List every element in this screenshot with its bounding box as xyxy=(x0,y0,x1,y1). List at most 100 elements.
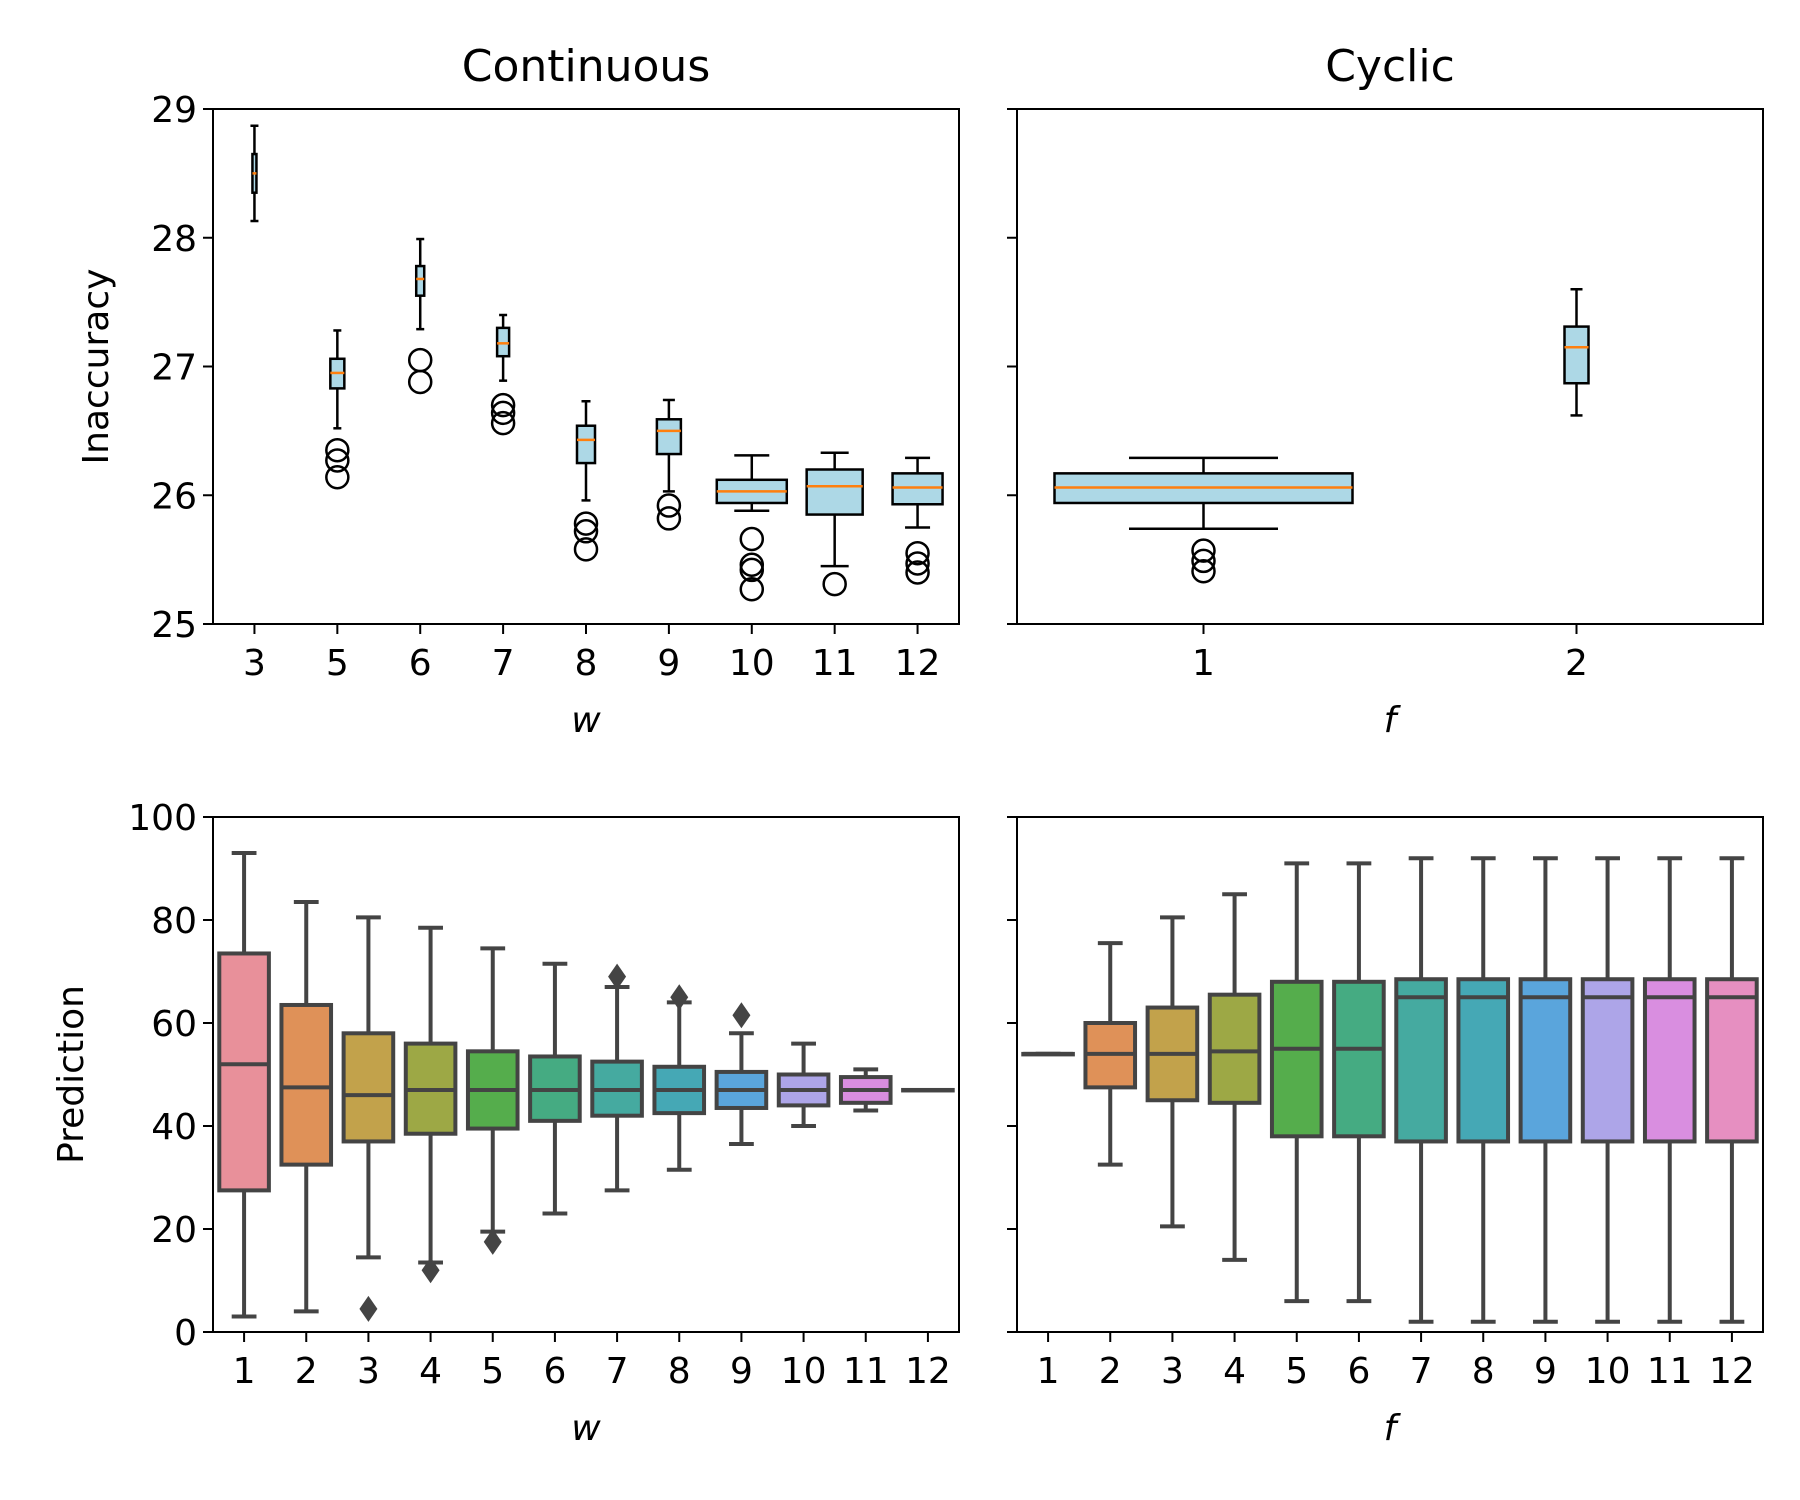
flier-point xyxy=(573,519,599,544)
box-body xyxy=(1705,977,1759,1144)
flier-point xyxy=(325,437,350,463)
x-tick-label: 4 xyxy=(419,1351,442,1392)
y-tick-label: 0 xyxy=(174,1313,197,1354)
x-tick-label: 11 xyxy=(843,1351,889,1392)
box-10 xyxy=(1580,856,1635,1324)
x-tick-label: 8 xyxy=(1472,1351,1495,1392)
x-axis-label: w xyxy=(571,700,601,741)
box-body xyxy=(891,472,944,506)
x-axis-label: w xyxy=(571,1408,601,1449)
box-1 xyxy=(1053,456,1354,584)
x-tick-label: 8 xyxy=(575,643,598,684)
box-body xyxy=(341,1031,396,1144)
flier-point xyxy=(905,551,930,576)
flier-point xyxy=(573,511,599,536)
x-tick-label: 1 xyxy=(233,1351,256,1392)
box-4 xyxy=(403,925,458,1284)
box-10 xyxy=(776,1041,831,1128)
y-tick-label: 80 xyxy=(151,901,197,942)
box-5 xyxy=(1269,861,1324,1304)
x-axis-label: f xyxy=(1384,1408,1402,1449)
box-9 xyxy=(1518,856,1573,1324)
panel-top-right: 1 2 Cyclic f xyxy=(1007,41,1764,741)
box-6 xyxy=(407,237,433,395)
flier-point xyxy=(490,392,516,418)
x-tick-label: 5 xyxy=(326,643,349,684)
flier-point xyxy=(421,1257,440,1284)
box-body xyxy=(217,951,271,1193)
box-1 xyxy=(1021,1051,1075,1057)
box-8 xyxy=(652,984,707,1172)
box-body xyxy=(1332,979,1386,1139)
box-body xyxy=(1580,977,1635,1144)
box-5 xyxy=(325,329,350,490)
box-11 xyxy=(805,451,864,597)
x-tick-label: 12 xyxy=(905,1351,951,1392)
panel-title: Cyclic xyxy=(1325,41,1455,92)
panel-bottom-right: 1 2 3 4 5 6 7 8 9 10 11 12f xyxy=(1007,816,1764,1449)
x-tick-label: 6 xyxy=(543,1351,566,1392)
x-tick-label: 7 xyxy=(1410,1351,1433,1392)
box-6 xyxy=(528,961,582,1216)
x-tick-label: 4 xyxy=(1223,1351,1246,1392)
x-tick-label: 5 xyxy=(1285,1351,1308,1392)
x-tick-label: 9 xyxy=(730,1351,753,1392)
flier-point xyxy=(739,552,765,578)
box-7 xyxy=(1394,856,1448,1324)
box-11 xyxy=(1642,856,1697,1324)
x-tick-label: 9 xyxy=(1534,1351,1557,1392)
x-tick-label: 1 xyxy=(1192,643,1215,684)
x-tick-label: 3 xyxy=(243,643,266,684)
flier-point xyxy=(407,369,433,395)
box-8 xyxy=(1456,856,1511,1324)
box-2 xyxy=(279,899,334,1314)
flier-point xyxy=(670,984,689,1011)
box-body xyxy=(279,1002,334,1167)
box-body xyxy=(1518,977,1573,1144)
y-tick-label: 28 xyxy=(151,219,197,260)
panel-title: Continuous xyxy=(462,41,711,92)
x-tick-label: 2 xyxy=(1099,1351,1122,1392)
flier-point xyxy=(732,1002,751,1029)
x-tick-label: 5 xyxy=(481,1351,504,1392)
box-4 xyxy=(1207,892,1262,1262)
flier-point xyxy=(573,537,599,562)
box-8 xyxy=(573,400,599,562)
box-body xyxy=(1269,979,1324,1139)
flier-point xyxy=(1191,548,1216,574)
box-2 xyxy=(1563,288,1590,417)
box-5 xyxy=(465,946,520,1255)
box-12 xyxy=(1705,856,1759,1324)
x-axis-label: f xyxy=(1384,700,1402,741)
flier-point xyxy=(739,557,765,583)
x-tick-label: 1 xyxy=(1037,1351,1060,1392)
flier-point xyxy=(656,506,682,531)
flier-point xyxy=(359,1295,378,1322)
y-tick-label: 100 xyxy=(128,798,197,839)
flier-point xyxy=(739,526,765,552)
box-body xyxy=(1563,325,1590,385)
box-body xyxy=(1456,977,1511,1144)
flier-point xyxy=(490,410,516,436)
flier-point xyxy=(905,560,930,585)
axes-frame xyxy=(1016,108,1764,625)
x-tick-label: 8 xyxy=(668,1351,691,1392)
box-11 xyxy=(838,1067,893,1113)
flier-point xyxy=(1191,538,1216,563)
y-tick-label: 60 xyxy=(151,1004,197,1045)
flier-point xyxy=(739,576,765,602)
box-body xyxy=(575,424,597,465)
flier-point xyxy=(325,448,350,473)
y-tick-label: 29 xyxy=(151,90,197,131)
x-tick-label: 3 xyxy=(1161,1351,1184,1392)
flier-point xyxy=(822,571,847,597)
x-tick-label: 11 xyxy=(812,643,858,684)
box-body xyxy=(1207,992,1262,1105)
flier-point xyxy=(1191,558,1216,584)
box-body xyxy=(1642,977,1697,1144)
y-axis-label: Inaccuracy xyxy=(76,269,117,465)
x-tick-label: 6 xyxy=(409,643,432,684)
box-3 xyxy=(341,915,396,1322)
flier-point xyxy=(608,963,627,990)
box-7 xyxy=(590,963,644,1193)
